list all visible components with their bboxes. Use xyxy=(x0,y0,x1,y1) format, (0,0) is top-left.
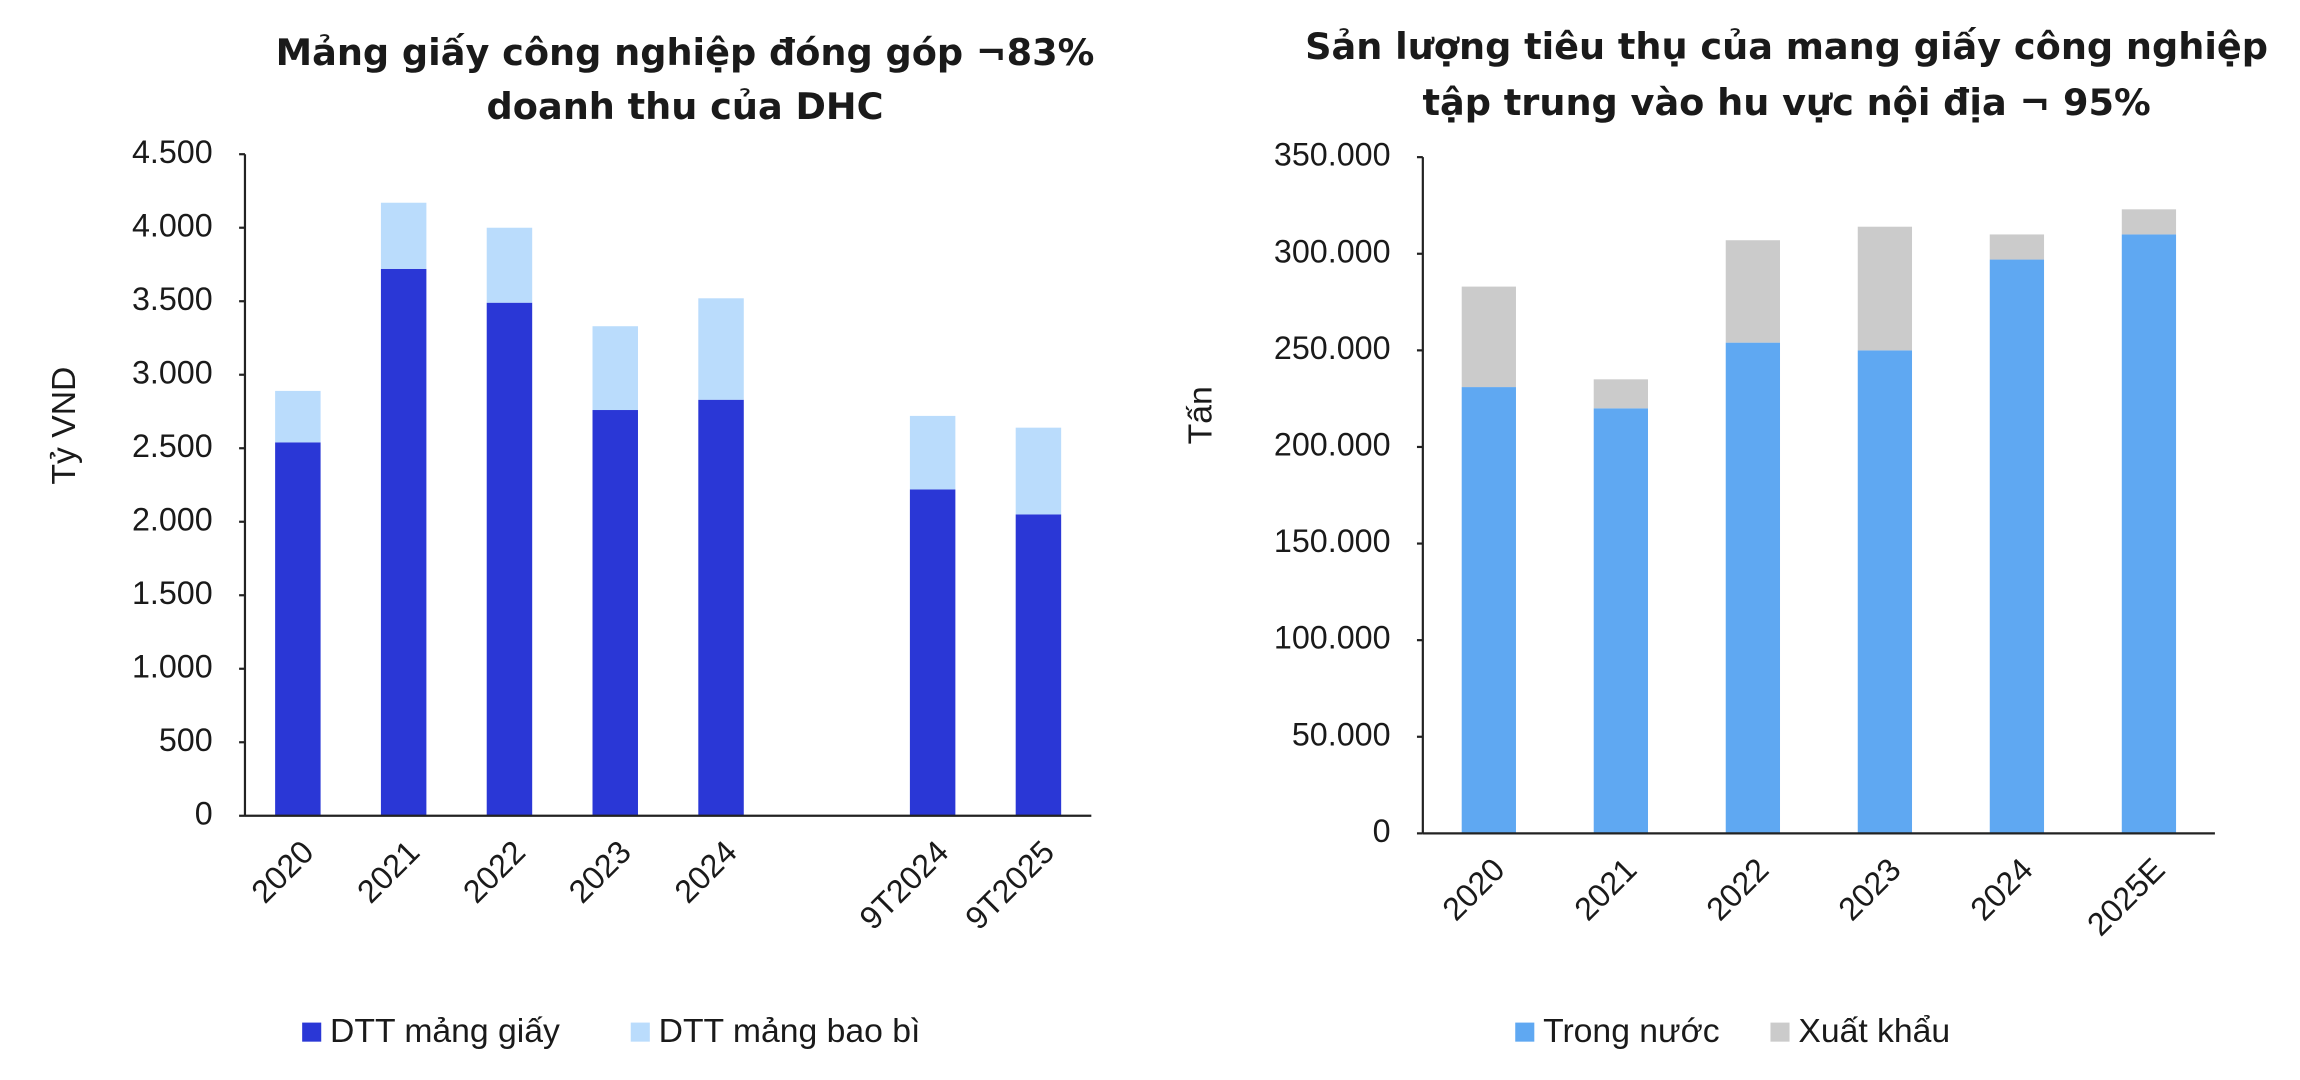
bar-segment xyxy=(1015,514,1062,816)
y-tick-label: 0 xyxy=(195,795,213,831)
x-tick-label: 2020 xyxy=(244,834,320,910)
legend-label: Xuất khẩu xyxy=(1798,1012,1950,1050)
bar-segment xyxy=(275,442,321,816)
bar-segment xyxy=(1461,286,1516,388)
x-tick-label: 2023 xyxy=(562,834,638,910)
x-tick-label: 2021 xyxy=(350,834,426,910)
bar-segment xyxy=(486,227,533,303)
x-tick-label: 2024 xyxy=(668,834,744,910)
legend-swatch xyxy=(302,1022,322,1042)
y-tick-label: 2.000 xyxy=(132,501,213,537)
bar-segment xyxy=(592,326,638,411)
bar-segment xyxy=(1989,234,2045,260)
bar-segment xyxy=(592,410,638,816)
chart-title: tập trung vào hu vực nội địa ¬ 95% xyxy=(1423,81,2151,124)
y-tick-label: 3.000 xyxy=(132,354,213,390)
legend-label: DTT mảng giấy xyxy=(330,1012,560,1050)
bar-segment xyxy=(380,268,427,816)
y-tick-label: 4.500 xyxy=(132,134,213,170)
y-tick-label: 350.000 xyxy=(1274,137,1391,173)
bar-segment xyxy=(1725,342,1781,834)
bar-segment xyxy=(1015,427,1062,515)
x-tick-label: 2022 xyxy=(1699,851,1775,927)
bar-segment xyxy=(486,302,533,816)
y-tick-label: 0 xyxy=(1373,813,1391,849)
chart-title: doanh thu của DHC xyxy=(487,85,884,128)
bar-segment xyxy=(1857,350,1913,834)
y-tick-label: 4.000 xyxy=(132,207,213,243)
legend-label: DTT mảng bao bì xyxy=(659,1012,921,1050)
bar-segment xyxy=(1593,408,1648,834)
legend-label: Trong nước xyxy=(1543,1012,1719,1050)
x-tick-label: 2023 xyxy=(1831,851,1907,927)
y-tick-label: 200.000 xyxy=(1274,426,1391,462)
y-tick-label: 100.000 xyxy=(1274,620,1391,656)
x-tick-label: 9T2025 xyxy=(958,834,1061,937)
x-tick-label: 2022 xyxy=(456,834,532,910)
y-tick-label: 500 xyxy=(159,722,213,758)
y-tick-label: 1.000 xyxy=(132,648,213,684)
x-tick-label: 9T2024 xyxy=(853,834,956,937)
bar-segment xyxy=(275,390,321,443)
x-tick-label: 2025E xyxy=(2080,851,2171,942)
bar-segment xyxy=(909,415,956,490)
bar-segment xyxy=(1461,387,1516,834)
y-tick-label: 3.500 xyxy=(132,281,213,317)
chart-title: Sản lượng tiêu thụ của mang giấy công ng… xyxy=(1305,25,2268,68)
y-tick-label: 250.000 xyxy=(1274,330,1391,366)
bar-segment xyxy=(2121,234,2177,834)
x-tick-label: 2024 xyxy=(1963,851,2039,927)
bar-segment xyxy=(698,298,744,400)
bar-segment xyxy=(1593,379,1648,409)
y-tick-label: 1.500 xyxy=(132,575,213,611)
bar-segment xyxy=(1857,226,1913,351)
y-axis-label: Tấn xyxy=(1182,386,1220,444)
legend-swatch xyxy=(1770,1022,1790,1042)
y-tick-label: 300.000 xyxy=(1274,233,1391,269)
bar-segment xyxy=(1725,240,1781,343)
legend-swatch xyxy=(630,1022,650,1042)
bar-segment xyxy=(380,202,427,269)
legend-swatch xyxy=(1515,1022,1535,1042)
bar-segment xyxy=(2121,209,2177,235)
y-tick-label: 2.500 xyxy=(132,428,213,464)
bar-segment xyxy=(1989,259,2045,834)
y-tick-label: 50.000 xyxy=(1292,716,1391,752)
chart-title: Mảng giấy công nghiệp đóng góp ¬83% xyxy=(276,31,1095,74)
bar-segment xyxy=(909,489,956,816)
bar-segment xyxy=(698,399,744,816)
x-tick-label: 2020 xyxy=(1435,851,1511,927)
y-axis-label: Tỷ VND xyxy=(45,367,83,485)
x-tick-label: 2021 xyxy=(1567,851,1643,927)
y-tick-label: 150.000 xyxy=(1274,523,1391,559)
